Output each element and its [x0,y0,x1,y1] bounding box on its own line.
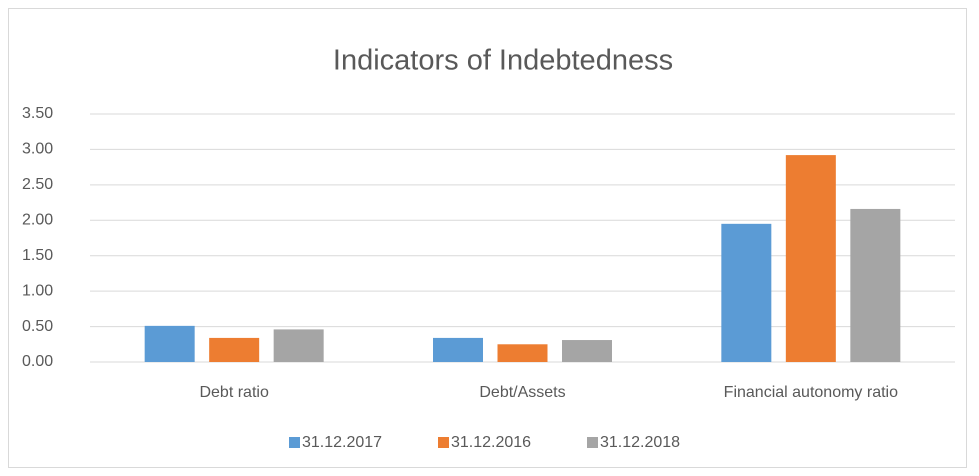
legend-label: 31.12.2018 [600,434,680,451]
y-tick-label: 1.50 [22,247,53,264]
bar [850,208,901,362]
bar [785,155,836,362]
bar [721,223,772,362]
legend-label: 31.12.2017 [302,434,382,451]
legend-swatch [587,437,598,448]
y-tick-label: 3.00 [22,141,53,158]
legend-label: 31.12.2016 [451,434,531,451]
bar [273,329,324,362]
y-tick-label: 1.00 [22,282,53,299]
x-tick-label: Financial autonomy ratio [724,384,898,401]
legend-swatch [438,437,449,448]
y-tick-label: 3.50 [22,105,53,122]
y-tick-label: 0.50 [22,318,53,335]
legend-swatch [289,437,300,448]
y-tick-label: 0.00 [22,353,53,370]
bar [562,340,612,362]
x-tick-label: Debt ratio [199,384,268,401]
y-tick-label: 2.00 [22,212,53,229]
x-tick-label: Debt/Assets [479,384,565,401]
y-tick-label: 2.50 [22,176,53,193]
bar [144,325,195,362]
chart-title: Indicators of Indebtedness [333,45,673,77]
bar [497,344,548,362]
bar [433,337,483,362]
bar [209,337,260,362]
